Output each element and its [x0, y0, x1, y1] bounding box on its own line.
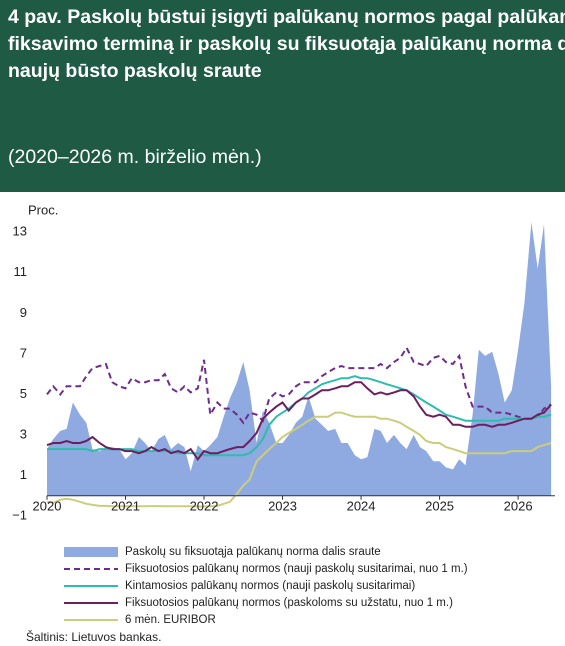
y-tick-label: 3: [20, 426, 27, 441]
area: [47, 222, 552, 496]
y-tick-label: −1: [12, 507, 27, 522]
x-tick-label: 2022: [190, 498, 219, 513]
y-tick-label: 1: [20, 467, 27, 482]
y-axis-label: Proc.: [28, 202, 58, 217]
legend-label: Fiksuotosios palūkanų normos (paskoloms …: [125, 597, 453, 609]
x-tick-label: 2023: [268, 498, 297, 513]
line: [46, 381, 552, 462]
legend-label: Paskolų su fiksuotąja palūkanų norma dal…: [125, 546, 381, 558]
chart-subtitle: (2020–2026 m. birželio mėn.): [8, 146, 262, 168]
y-tick-label: 13: [13, 224, 27, 239]
x-tick-label: 2024: [347, 498, 376, 513]
chart-title: 4 pav. Paskolų būstui įsigyti palūkanų n…: [8, 6, 565, 82]
header: 4 pav. Paskolų būstui įsigyti palūkanų n…: [0, 0, 565, 192]
line: [46, 411, 552, 508]
legend-label: Kintamosios palūkanų normos (nauji pasko…: [125, 580, 415, 592]
x-tick-label: 2025: [425, 498, 454, 513]
y-tick-label: 5: [20, 386, 27, 401]
legend-swatch: [64, 547, 118, 557]
legend-label: Fiksuotosios palūkanų normos (nauji pask…: [125, 563, 468, 575]
source-note: Šaltinis: Lietuvos bankas.: [26, 629, 161, 644]
y-tick-label: 9: [20, 305, 27, 320]
x-tick-label: 2026: [504, 498, 533, 513]
line: [46, 345, 552, 425]
legend-label: 6 mėn. EURIBOR: [125, 614, 216, 626]
y-tick-label: 11: [14, 264, 28, 279]
x-tick-label: 2021: [111, 498, 140, 513]
y-tick-label: 7: [20, 345, 27, 360]
x-tick-label: 2020: [33, 498, 62, 513]
